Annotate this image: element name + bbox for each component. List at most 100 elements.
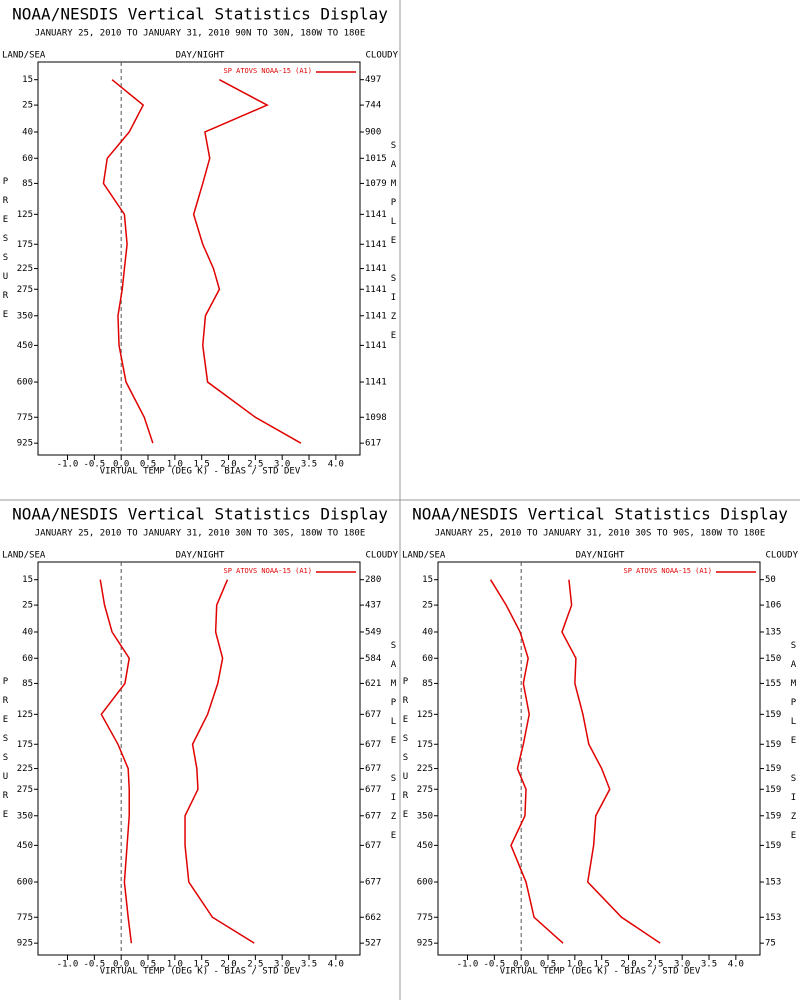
y-axis-label: PRESSURE: [1, 177, 11, 329]
x-tick-label: 2.5: [247, 460, 263, 470]
chart-subtitle: JANUARY 25, 2010 TO JANUARY 31, 2010 30S…: [435, 529, 766, 539]
chart-title: NOAA/NESDIS Vertical Statistics Display: [12, 505, 388, 524]
legend-label: SP ATOVS NOAA-15 (A1): [623, 567, 712, 575]
y-tick-label: 125: [417, 710, 433, 720]
x-tick-label: -1.0: [57, 460, 79, 470]
corner-label: DAY/NIGHT: [176, 551, 225, 561]
sample-size-label: 677: [365, 764, 381, 774]
y-tick-label: 60: [22, 154, 33, 164]
sample-size-label: 1141: [365, 240, 387, 250]
x-tick-label: 4.0: [328, 460, 344, 470]
sample-size-label: 549: [365, 627, 381, 637]
x-tick-label: 1.0: [567, 960, 583, 970]
panel: NOAA/NESDIS Vertical Statistics Display J…: [401, 505, 799, 977]
y-tick-label: 175: [17, 740, 33, 750]
data-line: [184, 579, 255, 944]
y-tick-label: 600: [17, 378, 33, 388]
sample-size-label: 150: [765, 654, 781, 664]
x-tick-label: 1.5: [194, 960, 210, 970]
x-tick-label: 1.0: [167, 460, 183, 470]
panel: NOAA/NESDIS Vertical Statistics Display J…: [1, 5, 399, 477]
y-tick-label: 15: [22, 75, 33, 85]
y-tick-label: 925: [17, 939, 33, 949]
x-tick-label: 0.0: [113, 460, 129, 470]
x-tick-label: 0.5: [140, 460, 156, 470]
sample-size-label: 1015: [365, 154, 387, 164]
y-tick-label: 40: [422, 627, 433, 637]
y-tick-label: 125: [17, 210, 33, 220]
sample-size-label: 744: [365, 101, 381, 111]
sample-size-label: 50: [765, 575, 776, 585]
y2-axis-label: SAMPLE SIZE: [789, 641, 799, 850]
x-tick-label: 2.5: [647, 960, 663, 970]
sample-size-label: 677: [365, 811, 381, 821]
sample-size-label: 159: [765, 841, 781, 851]
sample-size-label: 159: [765, 811, 781, 821]
y-tick-label: 350: [417, 811, 433, 821]
sample-size-label: 527: [365, 939, 381, 949]
sample-size-label: 677: [365, 740, 381, 750]
chart-title: NOAA/NESDIS Vertical Statistics Display: [412, 505, 788, 524]
data-line: [102, 79, 154, 444]
y-tick-label: 450: [417, 841, 433, 851]
x-tick-label: 0.5: [140, 960, 156, 970]
legend-label: SP ATOVS NOAA-15 (A1): [223, 567, 312, 575]
chart-subtitle: JANUARY 25, 2010 TO JANUARY 31, 2010 90N…: [35, 29, 366, 39]
x-tick-label: 3.5: [301, 460, 317, 470]
y-tick-label: 175: [417, 740, 433, 750]
x-tick-label: 0.5: [540, 960, 556, 970]
y-tick-label: 125: [17, 710, 33, 720]
x-axis-label: VIRTUAL TEMP (DEG K) - BIAS / STD DEV: [500, 967, 701, 977]
chart-subtitle: JANUARY 25, 2010 TO JANUARY 31, 2010 30N…: [35, 529, 366, 539]
corner-label: LAND/SEA: [2, 51, 46, 61]
y-tick-label: 775: [17, 913, 33, 923]
x-tick-label: 1.5: [194, 460, 210, 470]
y-tick-label: 60: [22, 654, 33, 664]
y-tick-label: 225: [17, 764, 33, 774]
x-tick-label: 3.0: [274, 460, 290, 470]
y-tick-label: 225: [417, 764, 433, 774]
x-tick-label: -0.5: [484, 960, 506, 970]
y-tick-label: 85: [422, 679, 433, 689]
y-tick-label: 600: [417, 878, 433, 888]
legend-label: SP ATOVS NOAA-15 (A1): [223, 67, 312, 75]
y-tick-label: 85: [22, 679, 33, 689]
sample-size-label: 159: [765, 740, 781, 750]
x-axis-label: VIRTUAL TEMP (DEG K) - BIAS / STD DEV: [100, 467, 301, 477]
y-tick-label: 350: [17, 811, 33, 821]
y-tick-label: 175: [17, 240, 33, 250]
y-tick-label: 450: [17, 841, 33, 851]
sample-size-label: 900: [365, 127, 381, 137]
x-tick-label: -0.5: [84, 960, 106, 970]
x-tick-label: -0.5: [84, 460, 106, 470]
sample-size-label: 677: [365, 785, 381, 795]
y-tick-label: 275: [17, 785, 33, 795]
corner-label: LAND/SEA: [402, 551, 446, 561]
x-tick-label: 3.5: [301, 960, 317, 970]
sample-size-label: 584: [365, 654, 381, 664]
sample-size-label: 159: [765, 785, 781, 795]
sample-size-label: 1141: [365, 378, 387, 388]
y-axis-label: PRESSURE: [1, 677, 11, 829]
y-tick-label: 25: [22, 601, 33, 611]
y-tick-label: 925: [17, 439, 33, 449]
sample-size-label: 135: [765, 627, 781, 637]
x-tick-label: 3.0: [274, 960, 290, 970]
corner-label: CLOUDY: [765, 551, 798, 561]
y-tick-label: 25: [422, 601, 433, 611]
x-tick-label: 1.0: [167, 960, 183, 970]
y-tick-label: 450: [17, 341, 33, 351]
sample-size-label: 153: [765, 913, 781, 923]
y-tick-label: 15: [422, 575, 433, 585]
sample-size-label: 75: [765, 939, 776, 949]
x-tick-label: 4.0: [328, 960, 344, 970]
sample-size-label: 1141: [365, 341, 387, 351]
panel: NOAA/NESDIS Vertical Statistics Display J…: [1, 505, 399, 977]
corner-label: CLOUDY: [365, 51, 398, 61]
sample-size-label: 1141: [365, 264, 387, 274]
sample-size-label: 1141: [365, 210, 387, 220]
sample-size-label: 621: [365, 679, 381, 689]
sample-size-label: 1141: [365, 285, 387, 295]
sample-size-label: 677: [365, 841, 381, 851]
data-line: [561, 579, 661, 944]
